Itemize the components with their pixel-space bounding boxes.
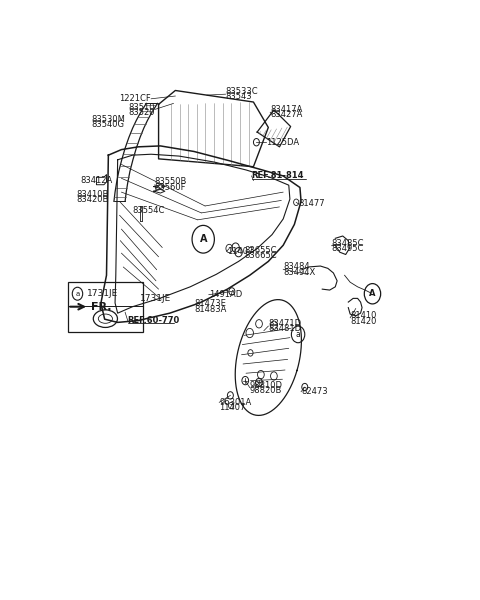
Text: 83530M: 83530M — [92, 115, 125, 124]
Text: A: A — [200, 234, 207, 244]
Text: 98820B: 98820B — [250, 386, 282, 395]
Text: 83665C: 83665C — [244, 251, 277, 260]
Text: 83520: 83520 — [128, 107, 155, 116]
Text: 83494X: 83494X — [283, 268, 315, 277]
Text: 82473: 82473 — [301, 387, 328, 396]
Text: 83412A: 83412A — [81, 176, 113, 185]
Text: 83543: 83543 — [226, 92, 252, 101]
Text: 83410B: 83410B — [77, 190, 109, 199]
Text: 11407: 11407 — [227, 247, 253, 256]
Text: 83485C: 83485C — [332, 239, 364, 248]
Text: a: a — [296, 330, 300, 339]
Text: 83554C: 83554C — [132, 206, 165, 215]
Text: 96301A: 96301A — [219, 398, 252, 407]
Text: A: A — [369, 289, 376, 298]
Text: 83540G: 83540G — [92, 120, 125, 129]
Text: 83427A: 83427A — [270, 110, 302, 119]
Text: 83560F: 83560F — [155, 182, 186, 191]
Text: a: a — [75, 291, 80, 297]
Text: 83550B: 83550B — [155, 178, 187, 187]
Text: 83471D: 83471D — [268, 319, 301, 328]
Text: 1125DA: 1125DA — [266, 138, 300, 147]
Text: 1731JE: 1731JE — [87, 289, 118, 298]
Text: 83417A: 83417A — [270, 106, 302, 115]
Text: 11407: 11407 — [219, 403, 246, 412]
Text: 1491AD: 1491AD — [209, 290, 242, 299]
Text: 83481D: 83481D — [268, 325, 301, 334]
Bar — [68, 282, 143, 332]
Text: REF.81-814: REF.81-814 — [252, 172, 304, 181]
Text: 83533C: 83533C — [226, 87, 258, 96]
Text: 83420B: 83420B — [77, 195, 109, 204]
Text: 83484: 83484 — [283, 262, 310, 271]
Text: 98810D: 98810D — [250, 381, 283, 390]
Text: 81420: 81420 — [350, 317, 376, 326]
Text: 1221CF: 1221CF — [120, 94, 151, 103]
Text: REF.60-770: REF.60-770 — [128, 316, 180, 325]
Text: 81477: 81477 — [298, 199, 324, 208]
Text: 83495C: 83495C — [332, 244, 364, 253]
Text: FR.: FR. — [91, 302, 111, 311]
Text: 83655C: 83655C — [244, 246, 276, 255]
Text: 81473E: 81473E — [194, 299, 226, 308]
Text: 1731JE: 1731JE — [140, 294, 171, 303]
Text: 81483A: 81483A — [194, 305, 226, 314]
Text: 81410: 81410 — [350, 311, 376, 320]
Text: 83510: 83510 — [128, 103, 155, 112]
